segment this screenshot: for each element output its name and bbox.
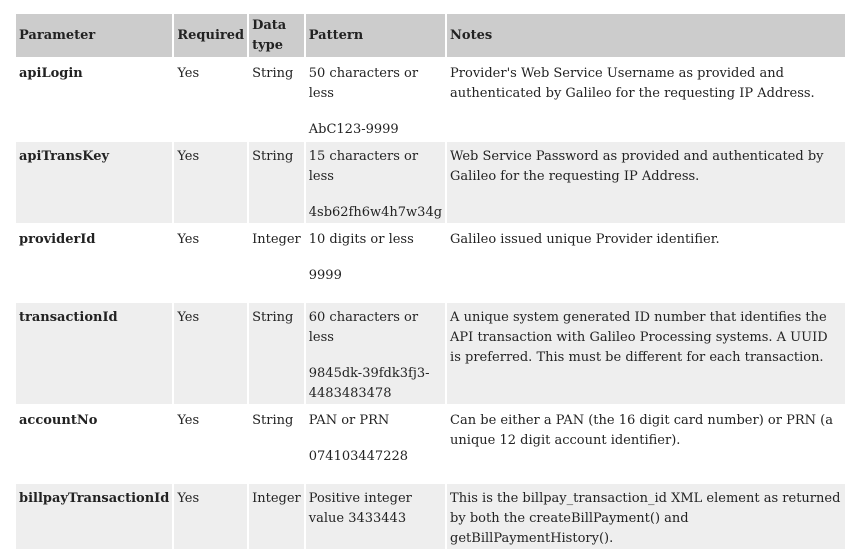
header-row: Parameter Required Data type Pattern Not… [16, 14, 845, 57]
table-header: Parameter Required Data type Pattern Not… [16, 14, 845, 57]
cell-required: Yes [174, 59, 248, 140]
cell-data-type: String [249, 303, 304, 404]
cell-required: Yes [174, 142, 248, 223]
table-body: apiLogin Yes String 50 characters or les… [16, 59, 845, 549]
header-data-type: Data type [249, 14, 304, 57]
cell-notes: Galileo issued unique Provider identifie… [447, 225, 845, 301]
cell-data-type: String [249, 59, 304, 140]
cell-data-type: Integer [249, 225, 304, 301]
table-row: billpayTransactionId Yes Integer Positiv… [16, 484, 845, 549]
cell-pattern: PAN or PRN 074103447228 [305, 406, 446, 482]
cell-parameter: billpayTransactionId [16, 484, 173, 549]
cell-data-type: String [249, 406, 304, 482]
cell-pattern: 10 digits or less 9999 [305, 225, 446, 301]
pattern-rule: 50 characters or less [308, 66, 419, 101]
pattern-gap [309, 187, 442, 203]
table-row: accountNo Yes String PAN or PRN 07410344… [16, 406, 845, 482]
header-notes: Notes [447, 14, 845, 57]
cell-parameter: apiLogin [16, 59, 173, 140]
pattern-gap [309, 348, 442, 364]
pattern-gap [309, 104, 442, 120]
cell-pattern: 15 characters or less 4sb62fh6w4h7w34g [305, 142, 446, 223]
pattern-gap [309, 250, 442, 266]
cell-required: Yes [174, 225, 248, 301]
cell-notes: This is the billpay_transaction_id XML e… [447, 484, 845, 549]
pattern-example: 4sb62fh6w4h7w34g [308, 205, 443, 220]
pattern-gap [309, 431, 442, 447]
header-parameter: Parameter [16, 14, 173, 57]
cell-pattern: 60 characters or less 9845dk-39fdk3fj3-4… [305, 303, 446, 404]
cell-required: Yes [174, 406, 248, 482]
parameters-table: Parameter Required Data type Pattern Not… [14, 12, 847, 551]
table-row: apiTransKey Yes String 15 characters or … [16, 142, 845, 223]
cell-notes: Can be either a PAN (the 16 digit card n… [447, 406, 845, 482]
header-required: Required [174, 14, 248, 57]
cell-data-type: Integer [249, 484, 304, 549]
header-pattern: Pattern [305, 14, 446, 57]
parameters-table-container: Parameter Required Data type Pattern Not… [14, 12, 847, 551]
pattern-example: AbC123-9999 [308, 122, 399, 137]
pattern-example: 9999 [308, 268, 342, 283]
table-row: transactionId Yes String 60 characters o… [16, 303, 845, 404]
cell-parameter: transactionId [16, 303, 173, 404]
pattern-example: 074103447228 [308, 449, 409, 464]
cell-notes: Web Service Password as provided and aut… [447, 142, 845, 223]
cell-notes: A unique system generated ID number that… [447, 303, 845, 404]
cell-required: Yes [174, 303, 248, 404]
cell-pattern: Positive integer value 3433443 [305, 484, 446, 549]
cell-required: Yes [174, 484, 248, 549]
pattern-rule: PAN or PRN [308, 413, 390, 428]
cell-parameter: apiTransKey [16, 142, 173, 223]
pattern-rule: 15 characters or less [308, 149, 419, 184]
table-row: apiLogin Yes String 50 characters or les… [16, 59, 845, 140]
pattern-rule: 10 digits or less [308, 232, 414, 247]
cell-parameter: providerId [16, 225, 173, 301]
header-data-type-line1: Data [252, 17, 287, 33]
table-row: providerId Yes Integer 10 digits or less… [16, 225, 845, 301]
pattern-example: 9845dk-39fdk3fj3-4483483478 [308, 366, 430, 401]
cell-parameter: accountNo [16, 406, 173, 482]
cell-data-type: String [249, 142, 304, 223]
cell-pattern: 50 characters or less AbC123-9999 [305, 59, 446, 140]
cell-notes: Provider's Web Service Username as provi… [447, 59, 845, 140]
pattern-rule: 60 characters or less [308, 310, 419, 345]
header-data-type-line2: type [252, 37, 284, 53]
